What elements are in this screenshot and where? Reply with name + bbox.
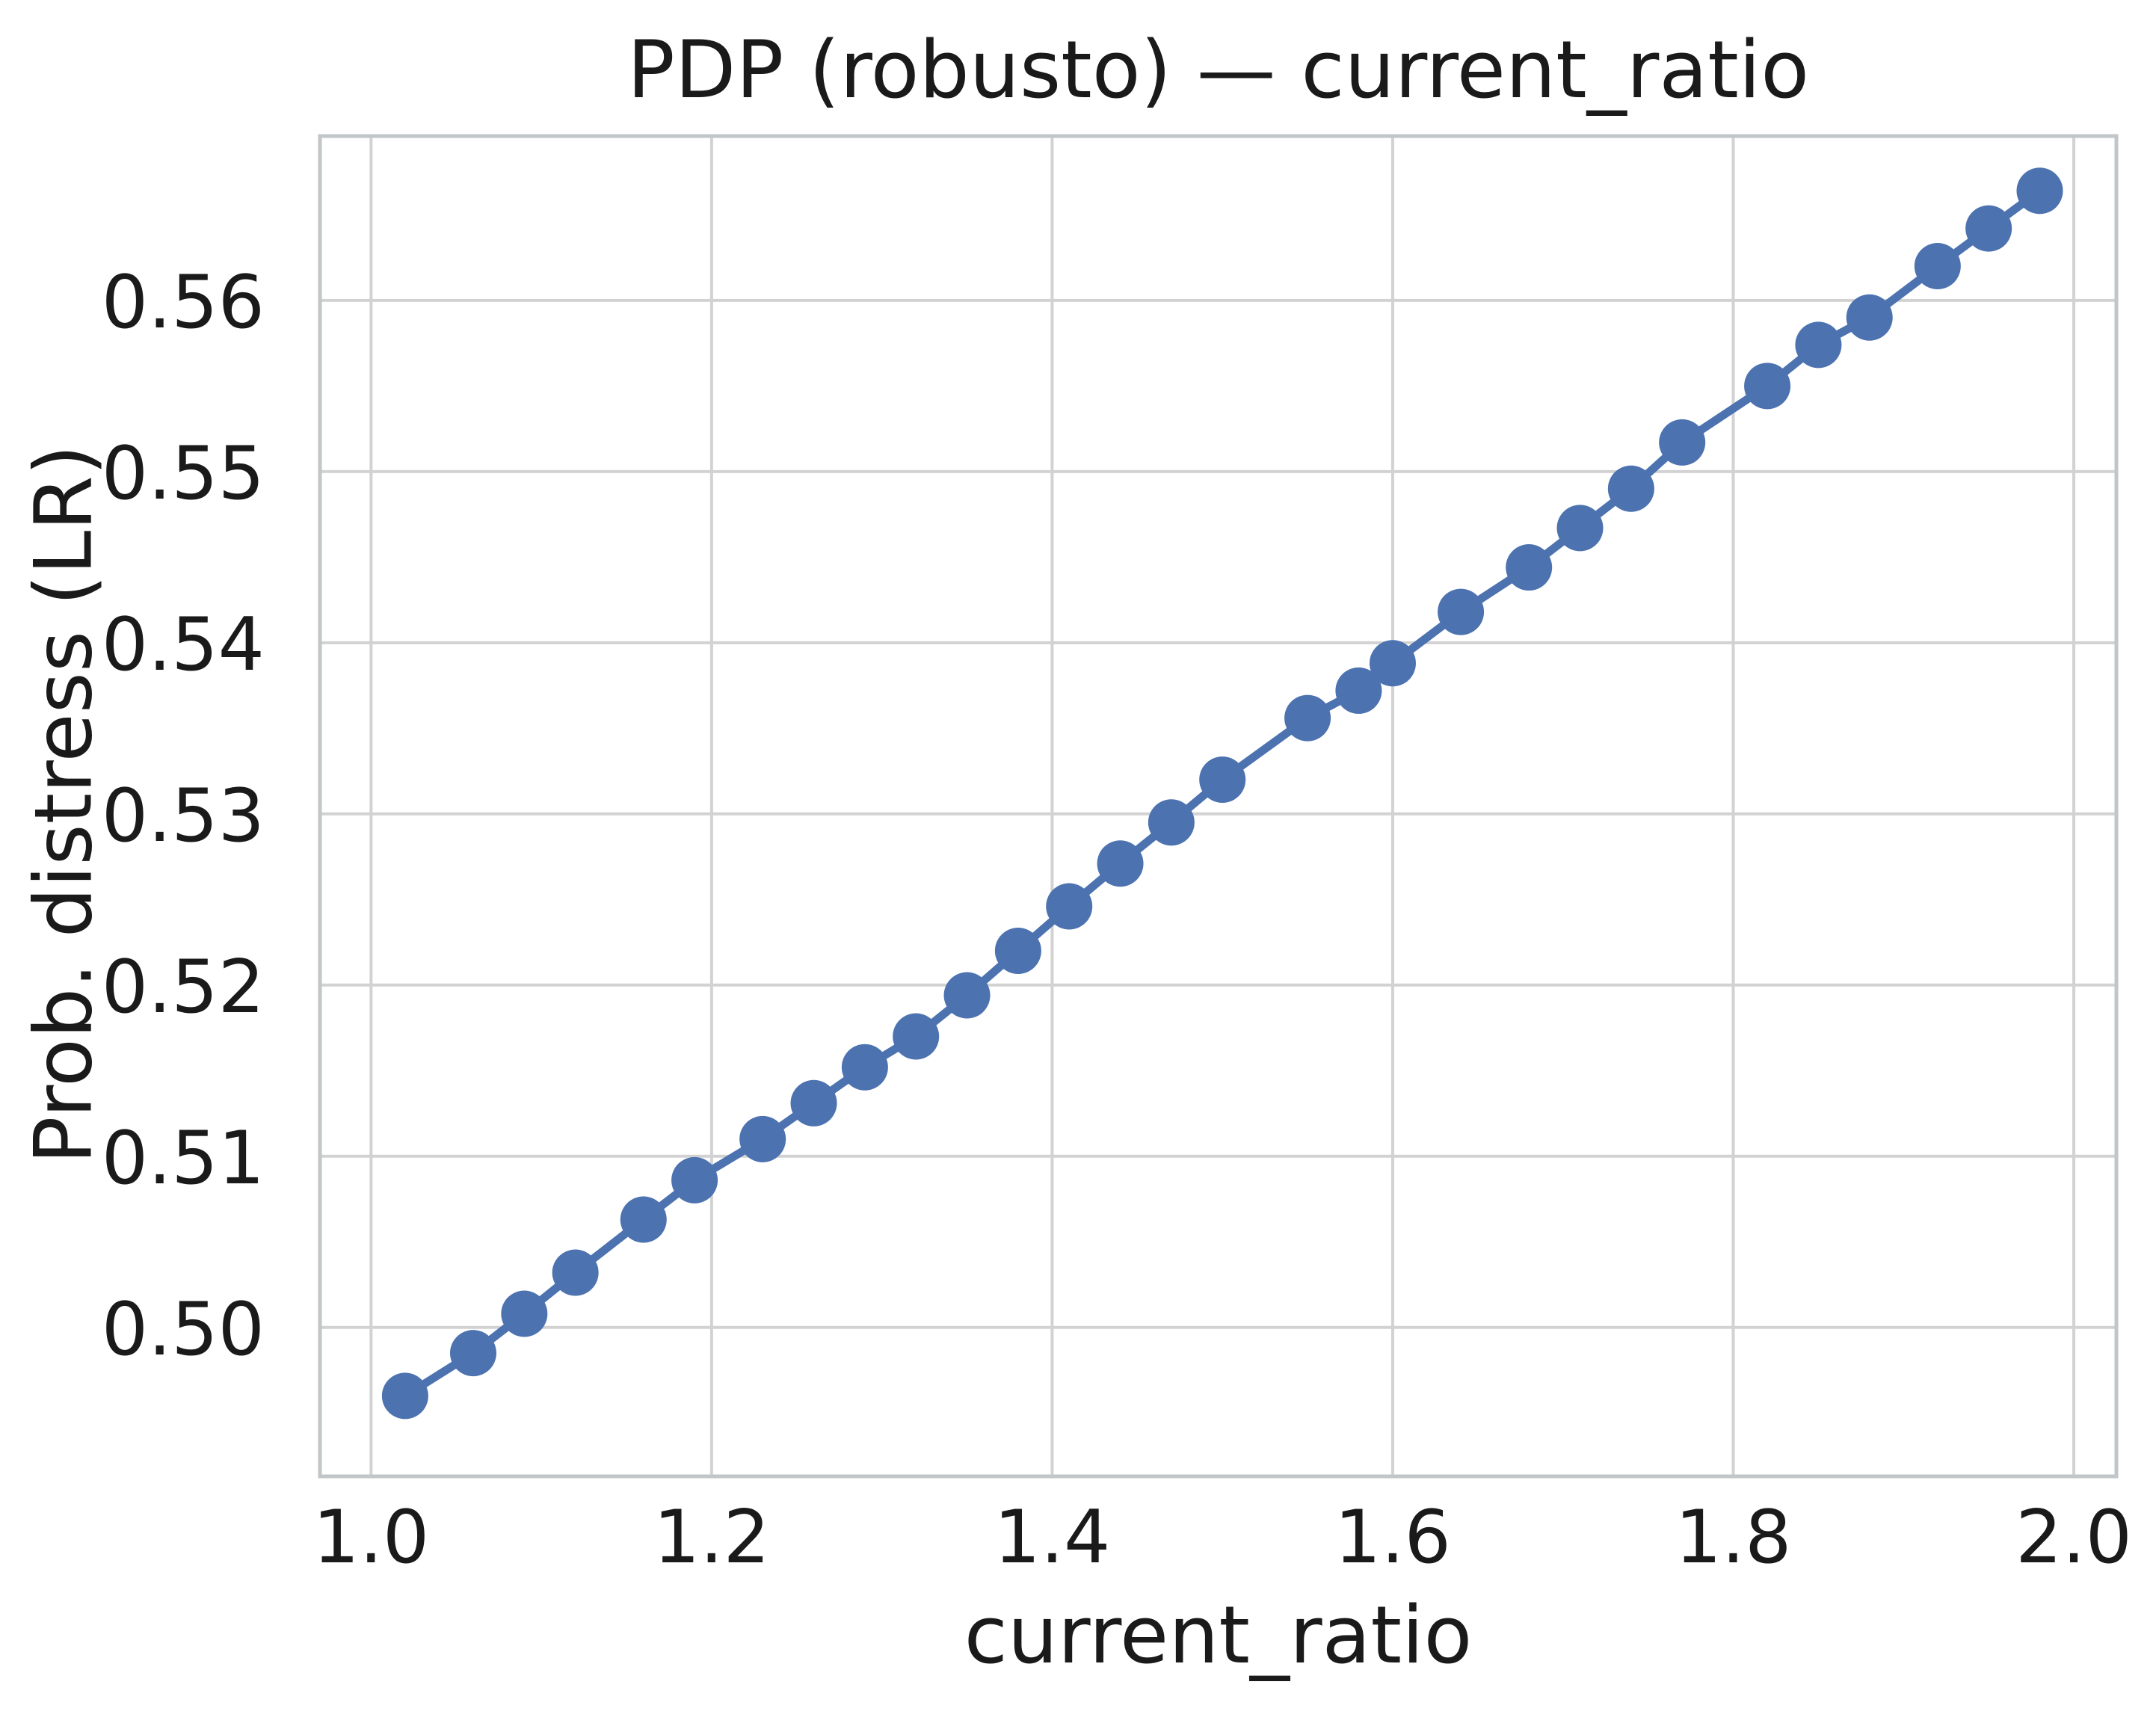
pdp-point: [1965, 205, 2012, 252]
y-tick-label: 0.56: [102, 260, 265, 345]
pdp-point: [1369, 640, 1416, 687]
chart-title: PDP (robusto) — current_ratio: [626, 24, 1810, 116]
pdp-point: [501, 1290, 548, 1337]
pdp-point: [1335, 667, 1382, 714]
pdp-point: [1506, 544, 1553, 591]
pdp-point: [943, 972, 991, 1019]
pdp-point: [2016, 167, 2063, 215]
pdp-point: [1199, 756, 1246, 804]
pdp-point: [1148, 799, 1195, 846]
pdp-point: [1744, 363, 1791, 410]
pdp-point: [841, 1044, 888, 1091]
x-tick-label: 1.6: [1334, 1495, 1451, 1580]
pdp-point: [790, 1079, 837, 1127]
y-tick-label: 0.55: [102, 431, 265, 517]
pdp-point: [1607, 465, 1654, 512]
x-tick-label: 2.0: [2015, 1495, 2132, 1580]
pdp-point: [1046, 883, 1093, 930]
y-tick-label: 0.53: [102, 774, 265, 859]
x-tick-label: 1.8: [1675, 1495, 1792, 1580]
pdp-point: [739, 1115, 786, 1162]
pdp-point: [1846, 294, 1893, 341]
pdp-point: [620, 1196, 667, 1243]
pdp-point: [1659, 419, 1706, 466]
x-tick-label: 1.4: [994, 1495, 1110, 1580]
pdp-point: [994, 927, 1041, 974]
x-tick-label: 1.0: [312, 1495, 429, 1580]
pdp-point: [1914, 243, 1961, 290]
y-tick-label: 0.52: [102, 945, 265, 1030]
pdp-point: [1284, 694, 1331, 742]
pdp-point: [1097, 840, 1144, 887]
pdp-point: [1438, 588, 1485, 635]
y-tick-label: 0.50: [102, 1287, 265, 1372]
pdp-point: [449, 1330, 496, 1377]
x-tick-label: 1.2: [653, 1495, 770, 1580]
pdp-point: [552, 1249, 599, 1296]
pdp-point: [671, 1156, 718, 1203]
y-tick-label: 0.51: [102, 1116, 265, 1201]
plot-border: [318, 134, 2119, 1479]
pdp-point: [1795, 321, 1842, 369]
pdp-point: [381, 1372, 428, 1420]
y-tick-label: 0.54: [102, 602, 265, 688]
x-axis-label: current_ratio: [964, 1589, 1473, 1681]
pdp-point: [1556, 505, 1604, 552]
pdp-point: [893, 1013, 940, 1060]
